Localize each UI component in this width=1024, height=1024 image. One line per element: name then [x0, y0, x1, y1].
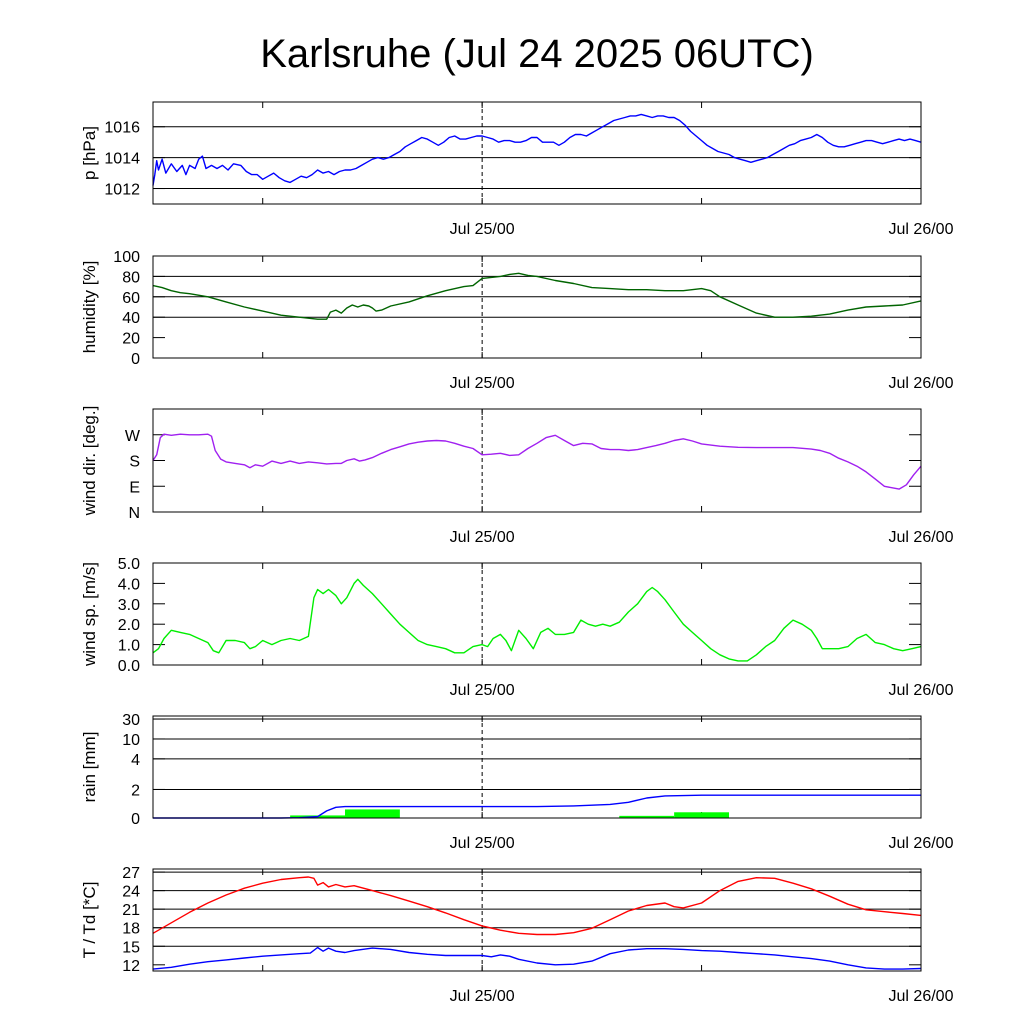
y-tick-label: 1012: [104, 182, 140, 199]
y-tick-label: 80: [122, 269, 140, 286]
y-tick-label: 27: [122, 865, 140, 882]
y-tick-label: S: [129, 454, 140, 471]
y-tick-label: 15: [122, 939, 140, 956]
series-line-humidity: [152, 272, 922, 320]
y-tick-label: 1016: [104, 120, 140, 137]
panel-frame: [152, 715, 922, 819]
y-axis-label: wind sp. [m/s]: [80, 562, 99, 667]
panel-rain: 0 2 4 10 30 rain [mm] Jul 25/00 Jul 26/00: [80, 712, 954, 852]
x-tick-label: Jul 25/00: [450, 221, 515, 238]
x-tick-label: Jul 25/00: [450, 529, 515, 546]
y-tick-label: N: [128, 505, 140, 522]
series-line-wind_speed: [152, 578, 922, 662]
panel-frame: [152, 868, 922, 972]
x-tick-label: Jul 26/00: [889, 988, 954, 1005]
y-tick-label: 21: [122, 902, 140, 919]
y-tick-label: 1.0: [118, 638, 140, 655]
y-tick-label: 2: [131, 782, 140, 799]
y-tick-label: 40: [122, 310, 140, 327]
y-tick-label: 0: [131, 351, 140, 368]
x-tick-label: Jul 26/00: [889, 529, 954, 546]
y-axis-label: T / Td [*C]: [80, 882, 99, 959]
panel-frame: [152, 562, 922, 666]
y-tick-label: 4.0: [118, 576, 140, 593]
chart-title: Karlsruhe (Jul 24 2025 06UTC): [260, 32, 814, 76]
y-axis-label: wind dir. [deg.]: [80, 406, 99, 517]
panel-pressure: 1012 1014 1016 p [hPa] Jul 25/00 Jul 26/00: [80, 101, 954, 238]
y-axis-label: humidity [%]: [80, 261, 99, 354]
y-tick-label: 30: [122, 712, 140, 729]
x-tick-label: Jul 25/00: [450, 375, 515, 392]
series-line-rain_cumulative: [153, 794, 921, 819]
y-tick-label: 24: [122, 884, 140, 901]
y-tick-label: 3.0: [118, 597, 140, 614]
series-line-temperature: [152, 876, 922, 936]
x-tick-label: Jul 25/00: [450, 988, 515, 1005]
y-tick-label: 4: [131, 752, 140, 769]
y-tick-label: 12: [122, 958, 140, 975]
panel-frame: [152, 101, 922, 205]
rain-bar: [619, 815, 675, 818]
y-tick-label: 100: [113, 249, 140, 266]
y-tick-label: 18: [122, 921, 140, 938]
panel-humidity: 0 20 40 60 80 100 humidity [%] Jul 25/00 Jul 26/…: [80, 249, 954, 392]
y-tick-label: 20: [122, 331, 140, 348]
panel-frame: [152, 408, 922, 513]
x-tick-label: Jul 26/00: [889, 375, 954, 392]
x-tick-label: Jul 25/00: [450, 682, 515, 699]
series-line-wind_dir: [152, 433, 922, 490]
panel-wind_speed: 0.0 1.0 2.0 3.0 4.0 5.0 wind sp. [m/s] Jul 25/0…: [80, 556, 954, 699]
y-tick-label: 0: [131, 811, 140, 828]
x-tick-label: Jul 26/00: [889, 221, 954, 238]
series-line-dewpoint: [152, 946, 922, 970]
y-tick-label: 0.0: [118, 658, 140, 675]
y-tick-label: 2.0: [118, 617, 140, 634]
y-tick-label: W: [125, 428, 141, 445]
y-axis-label: rain [mm]: [80, 732, 99, 803]
y-tick-label: 10: [122, 732, 140, 749]
rain-bar: [345, 809, 400, 818]
panel-frame: [152, 255, 922, 359]
x-tick-label: Jul 26/00: [889, 835, 954, 852]
y-tick-label: 5.0: [118, 556, 140, 573]
y-tick-label: 1014: [104, 151, 140, 168]
y-tick-label: 60: [122, 290, 140, 307]
y-axis-label: p [hPa]: [80, 126, 99, 180]
rain-bar: [674, 812, 729, 818]
y-tick-label: E: [129, 479, 140, 496]
series-line-pressure: [152, 113, 922, 186]
x-tick-label: Jul 25/00: [450, 835, 515, 852]
x-tick-label: Jul 26/00: [889, 682, 954, 699]
